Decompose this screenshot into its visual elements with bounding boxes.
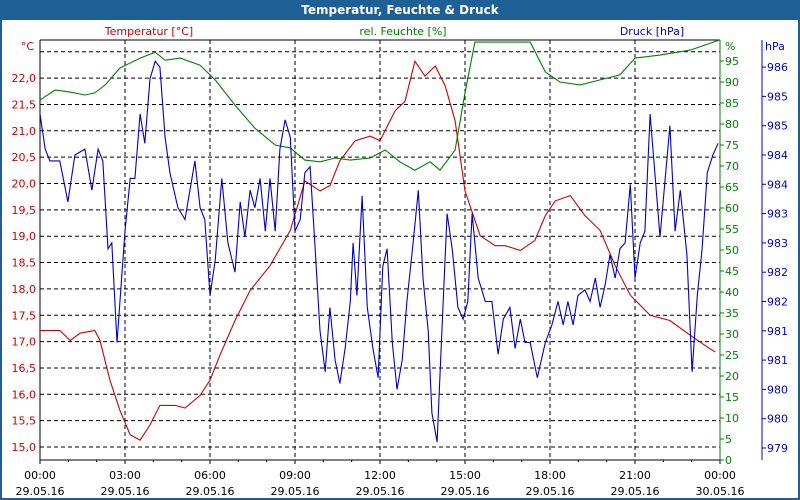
x-tick-time: 00:00 <box>24 469 56 482</box>
x-tick-time: 03:00 <box>109 469 141 482</box>
temperature-tick-label: 19,5 <box>12 204 37 217</box>
humidity-series-line <box>39 39 720 171</box>
temperature-tick-label: 17,0 <box>12 336 37 349</box>
temperature-tick-label: 16,5 <box>12 362 37 375</box>
humidity-tick-label: 20 <box>725 370 739 383</box>
x-tick-time: 06:00 <box>194 469 226 482</box>
humidity-tick-label: 70 <box>725 160 739 173</box>
x-tick-time: 12:00 <box>364 469 396 482</box>
humidity-tick-label: 30 <box>725 328 739 341</box>
pressure-tick-label: 986 <box>767 61 788 74</box>
temperature-tick-label: 18,0 <box>12 283 37 296</box>
humidity-tick-label: 45 <box>725 265 739 278</box>
temperature-tick-label: 20,0 <box>12 178 37 191</box>
humidity-unit: % <box>725 40 735 53</box>
x-tick-date: 30.05.16 <box>696 485 745 498</box>
humidity-axis-title: rel. Feuchte [%] <box>359 25 446 38</box>
temperature-tick-label: 22,0 <box>12 72 37 85</box>
humidity-tick-label: 5 <box>725 433 732 446</box>
humidity-tick-label: 0 <box>725 454 732 467</box>
humidity-tick-label: 65 <box>725 181 739 194</box>
humidity-tick-label: 10 <box>725 412 739 425</box>
humidity-tick-label: 85 <box>725 97 739 110</box>
x-tick-date: 29.05.16 <box>16 485 65 498</box>
pressure-tick-label: 981 <box>767 325 788 338</box>
pressure-unit: hPa <box>765 40 785 53</box>
humidity-tick-label: 90 <box>725 76 739 89</box>
pressure-tick-label: 985 <box>767 120 788 133</box>
x-tick-date: 29.05.16 <box>356 485 405 498</box>
x-tick-time: 00:00 <box>704 469 736 482</box>
humidity-tick-label: 75 <box>725 139 739 152</box>
temperature-tick-label: 16,0 <box>12 388 37 401</box>
x-tick-date: 29.05.16 <box>441 485 490 498</box>
humidity-tick-label: 80 <box>725 118 739 131</box>
pressure-tick-label: 981 <box>767 354 788 367</box>
x-tick-date: 29.05.16 <box>101 485 150 498</box>
chart-area <box>2 20 798 498</box>
humidity-tick-label: 40 <box>725 286 739 299</box>
humidity-tick-label: 15 <box>725 391 739 404</box>
pressure-tick-label: 983 <box>767 237 788 250</box>
pressure-axis-title: Druck [hPa] <box>620 25 684 38</box>
x-tick-time: 18:00 <box>534 469 566 482</box>
temperature-tick-label: 17,5 <box>12 309 37 322</box>
pressure-tick-label: 979 <box>767 442 788 455</box>
humidity-tick-label: 55 <box>725 223 739 236</box>
window-title: Temperatur, Feuchte & Druck <box>0 0 800 20</box>
pressure-tick-label: 983 <box>767 208 788 221</box>
x-tick-time: 15:00 <box>449 469 481 482</box>
humidity-tick-label: 60 <box>725 202 739 215</box>
pressure-tick-label: 984 <box>767 178 788 191</box>
x-tick-date: 29.05.16 <box>526 485 575 498</box>
pressure-tick-label: 985 <box>767 90 788 103</box>
humidity-tick-label: 35 <box>725 307 739 320</box>
pressure-tick-label: 982 <box>767 296 788 309</box>
temperature-tick-label: 19,0 <box>12 230 37 243</box>
temperature-series-line <box>40 59 716 441</box>
humidity-tick-label: 95 <box>725 55 739 68</box>
x-tick-date: 29.05.16 <box>271 485 320 498</box>
humidity-tick-label: 50 <box>725 244 739 257</box>
x-tick-date: 29.05.16 <box>611 485 660 498</box>
humidity-tick-label: 25 <box>725 349 739 362</box>
pressure-tick-label: 984 <box>767 149 788 162</box>
pressure-tick-label: 980 <box>767 383 788 396</box>
temperature-tick-label: 20,5 <box>12 151 37 164</box>
pressure-tick-label: 982 <box>767 266 788 279</box>
pressure-tick-label: 980 <box>767 413 788 426</box>
x-tick-time: 21:00 <box>619 469 651 482</box>
temperature-tick-label: 18,5 <box>12 257 37 270</box>
temperature-tick-label: 21,5 <box>12 98 37 111</box>
pressure-series-line <box>39 60 719 443</box>
x-tick-date: 29.05.16 <box>186 485 235 498</box>
temperature-tick-label: 15,0 <box>12 441 37 454</box>
temperature-tick-label: 21,0 <box>12 125 37 138</box>
temperature-unit: °C <box>21 40 35 53</box>
x-tick-time: 09:00 <box>279 469 311 482</box>
temperature-axis-title: Temperatur [°C] <box>104 25 193 38</box>
temperature-tick-label: 15,5 <box>12 415 37 428</box>
